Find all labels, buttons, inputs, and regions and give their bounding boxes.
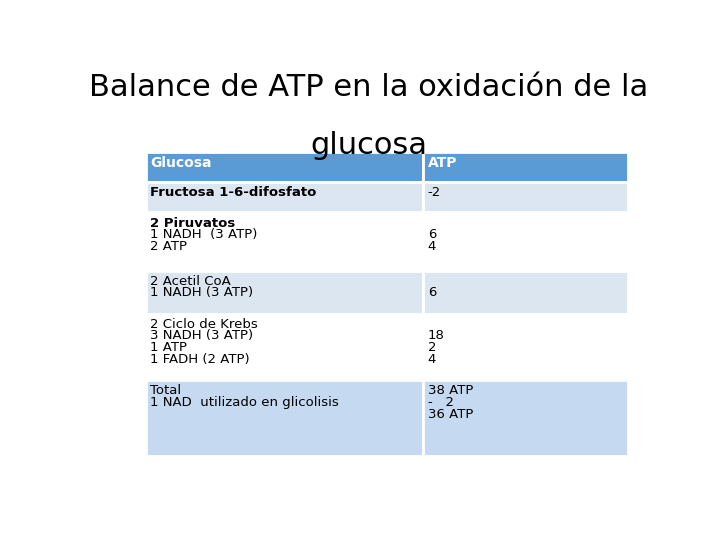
Bar (145, 152, 423, 183)
Text: 2 Acetil CoA: 2 Acetil CoA (150, 275, 231, 288)
Text: 1 NADH  (3 ATP): 1 NADH (3 ATP) (150, 228, 258, 241)
Text: -2: -2 (428, 186, 441, 199)
Text: 18: 18 (428, 329, 445, 342)
Text: ATP: ATP (428, 156, 457, 170)
Bar (145, 183, 423, 212)
Text: 4: 4 (428, 240, 436, 253)
Text: 36 ATP: 36 ATP (428, 408, 473, 421)
Text: 1 NAD  utilizado en glicolisis: 1 NAD utilizado en glicolisis (150, 396, 339, 409)
Bar (145, 212, 423, 271)
Text: 6: 6 (428, 286, 436, 299)
Bar (423, 212, 629, 271)
Text: 2 Piruvatos: 2 Piruvatos (150, 217, 235, 230)
Bar (423, 271, 629, 314)
Bar (423, 152, 629, 183)
Bar (423, 380, 629, 456)
Bar (423, 183, 629, 212)
Text: 2 Ciclo de Krebs: 2 Ciclo de Krebs (150, 318, 258, 330)
Text: 4: 4 (428, 353, 436, 366)
Text: 1 FADH (2 ATP): 1 FADH (2 ATP) (150, 353, 250, 366)
Text: 2: 2 (428, 341, 436, 354)
Bar (145, 380, 423, 456)
Text: 1 ATP: 1 ATP (150, 341, 187, 354)
Bar (423, 314, 629, 380)
Bar (145, 271, 423, 314)
Bar (145, 314, 423, 380)
Text: 2 ATP: 2 ATP (150, 240, 187, 253)
Text: glucosa: glucosa (310, 131, 428, 160)
Text: 1 NADH (3 ATP): 1 NADH (3 ATP) (150, 286, 253, 299)
Text: 6: 6 (428, 228, 436, 241)
Text: -   2: - 2 (428, 396, 454, 409)
Text: Total: Total (150, 384, 181, 397)
Text: 38 ATP: 38 ATP (428, 384, 473, 397)
Text: 3 NADH (3 ATP): 3 NADH (3 ATP) (150, 329, 253, 342)
Text: Balance de ATP en la oxidación de la: Balance de ATP en la oxidación de la (89, 73, 649, 102)
Text: Fructosa 1-6-difosfato: Fructosa 1-6-difosfato (150, 186, 317, 199)
Text: Glucosa: Glucosa (150, 156, 212, 170)
